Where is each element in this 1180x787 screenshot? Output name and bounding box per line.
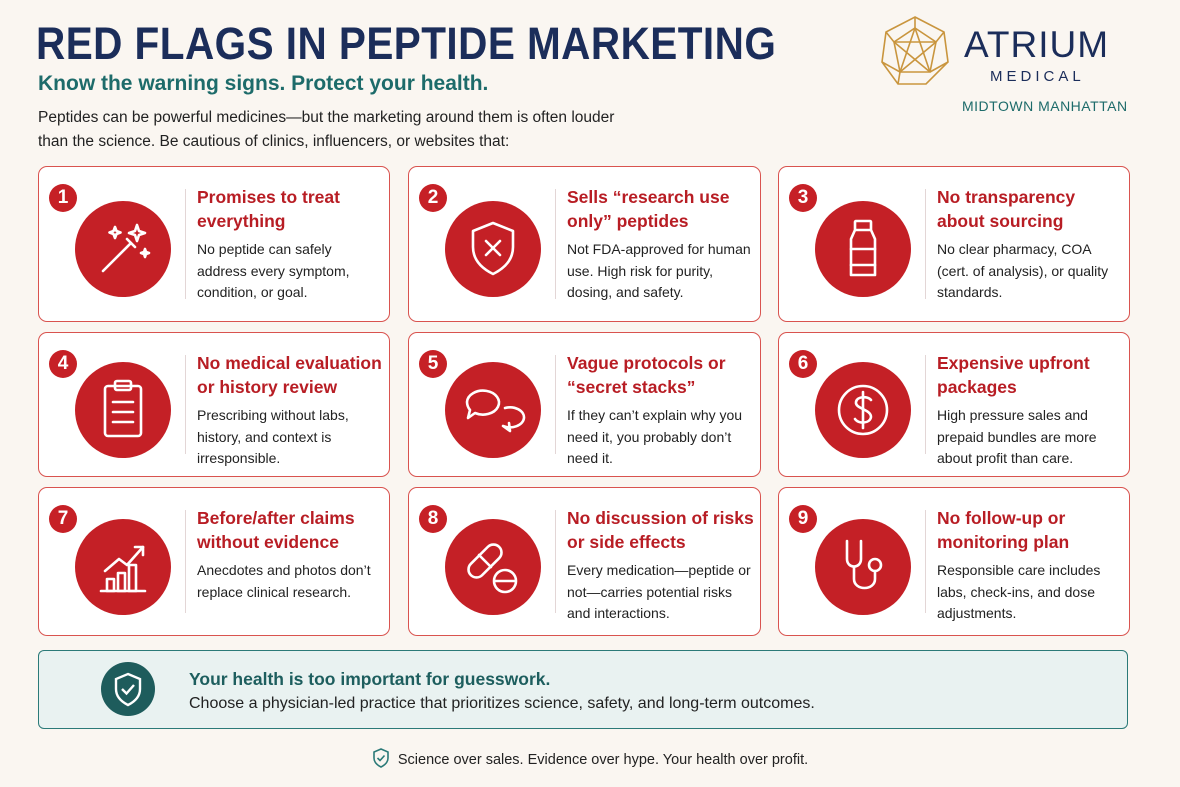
card-icon	[75, 201, 171, 297]
card-icon	[75, 518, 171, 615]
footer: Science over sales. Evidence over hype. …	[0, 748, 1180, 768]
card: 2 Sells “research use only” peptides Not F…	[408, 166, 761, 322]
intro: Peptides can be powerful medicines—but t…	[38, 109, 615, 150]
card-title: No medical evaluation or history review	[197, 353, 382, 397]
card: 3 No transparency about sourcing No clear …	[778, 166, 1130, 322]
card-number: 9	[789, 505, 817, 533]
banner-title: Your health is too important for guesswo…	[189, 669, 551, 689]
card-text: Every medication—peptide or not—carries …	[567, 562, 751, 621]
card-number: 7	[49, 505, 77, 533]
card-title: No transparency about sourcing	[937, 187, 1076, 231]
card-divider	[925, 189, 926, 299]
card: 9 No follow-up or monitoring plan Responsi…	[778, 487, 1130, 636]
card-title: Before/after claims without evidence	[197, 508, 355, 552]
card-title: No discussion of risks or side effects	[567, 508, 754, 552]
card-icon	[445, 361, 541, 458]
subtitle: Know the warning signs. Protect your hea…	[38, 72, 489, 95]
card: 6 Expensive upfront packages High pressure…	[778, 332, 1130, 477]
banner: Your health is too important for guesswo…	[38, 650, 1128, 729]
card-divider	[555, 510, 556, 613]
card-text: Not FDA-approved for human use. High ris…	[567, 241, 751, 300]
card-icon	[815, 201, 911, 297]
card-title: Vague protocols or “secret stacks”	[567, 353, 726, 397]
card-number: 6	[789, 350, 817, 378]
card-divider	[185, 510, 186, 613]
banner-text: Choose a physician-led practice that pri…	[189, 695, 815, 712]
card-text: If they can’t explain why you need it, y…	[567, 407, 743, 466]
card: 1 Promises to treat everything No peptide …	[38, 166, 390, 322]
card-divider	[925, 355, 926, 454]
card-title: Sells “research use only” peptides	[567, 187, 730, 231]
card-number: 4	[49, 350, 77, 378]
footer-text: Science over sales. Evidence over hype. …	[397, 752, 809, 768]
card-icon	[815, 518, 911, 615]
card-icon	[815, 361, 911, 458]
card: 4 No medical evaluation or history review…	[38, 332, 390, 477]
card-icon	[445, 201, 541, 297]
card-divider	[555, 189, 556, 299]
card-text: High pressure sales and prepaid bundles …	[937, 407, 1097, 466]
card: 5 Vague protocols or “secret stacks” If th…	[408, 332, 761, 477]
card-icon	[75, 361, 171, 458]
card: 8 No discussion of risks or side effects E…	[408, 487, 761, 636]
banner-icon	[101, 662, 155, 716]
card-number: 3	[789, 184, 817, 212]
logo-sub: MEDICAL	[990, 68, 1085, 85]
card-text: Prescribing without labs, history, and c…	[197, 407, 349, 466]
logo-mark	[881, 16, 949, 85]
card-text: Anecdotes and photos don’t replace clini…	[197, 562, 371, 600]
card-text: Responsible care includes labs, check-in…	[937, 562, 1101, 621]
card-divider	[555, 355, 556, 454]
card-title: No follow-up or monitoring plan	[937, 508, 1070, 552]
logo-location: MIDTOWN MANHATTAN	[962, 98, 1128, 114]
card-number: 2	[419, 184, 447, 212]
title: RED FLAGS IN PEPTIDE MARKETING	[36, 18, 777, 69]
card-number: 5	[419, 350, 447, 378]
card-text: No clear pharmacy, COA (cert. of analysi…	[937, 241, 1109, 300]
card-icon	[445, 518, 541, 615]
card-number: 8	[419, 505, 447, 533]
card-divider	[185, 189, 186, 299]
card-divider	[185, 355, 186, 454]
card: 7 Before/after claims without evidence Ane…	[38, 487, 390, 636]
card-title: Promises to treat everything	[197, 187, 340, 231]
card-divider	[925, 510, 926, 613]
card-text: No peptide can safely address every symp…	[197, 241, 350, 300]
logo-name: ATRIUM	[964, 24, 1110, 65]
card-number: 1	[49, 184, 77, 212]
card-title: Expensive upfront packages	[937, 353, 1090, 397]
